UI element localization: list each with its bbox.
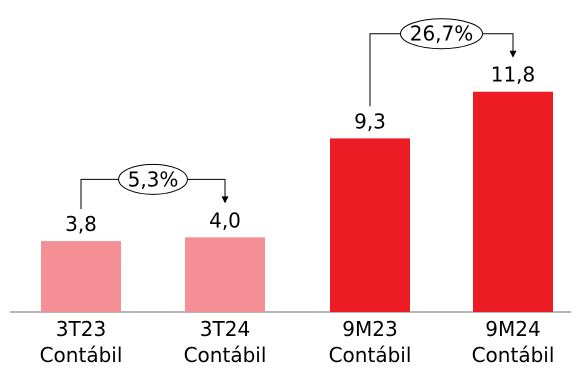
category-label-line2: Contábil: [184, 343, 267, 367]
category-label-line1: 3T23: [56, 317, 106, 341]
data-label: 11,8: [491, 63, 536, 87]
bar: [41, 241, 121, 312]
bar: [330, 138, 410, 312]
growth-connector-left: [369, 33, 401, 107]
growth-connector-left: [80, 178, 119, 210]
growth-label: 26,7%: [410, 22, 474, 46]
data-label: 9,3: [354, 109, 386, 133]
growth-label: 5,3%: [128, 167, 179, 191]
growth-connector-right: [187, 178, 226, 202]
arrow-head-icon: [509, 50, 517, 58]
arrow-head-icon: [221, 196, 229, 204]
growth-bubble: [400, 18, 483, 50]
data-label: 3,8: [65, 212, 97, 236]
category-label-line1: 3T24: [200, 317, 250, 341]
bar: [185, 237, 265, 312]
growth-bubble: [118, 163, 188, 195]
category-label-line1: 9M24: [485, 317, 540, 341]
category-label-line2: Contábil: [472, 343, 555, 367]
bar: [473, 91, 553, 312]
category-label-line1: 9M23: [342, 317, 397, 341]
growth-connector-right: [482, 33, 514, 56]
category-label-line2: Contábil: [40, 343, 123, 367]
data-label: 4,0: [209, 208, 241, 232]
category-label-line2: Contábil: [329, 343, 412, 367]
